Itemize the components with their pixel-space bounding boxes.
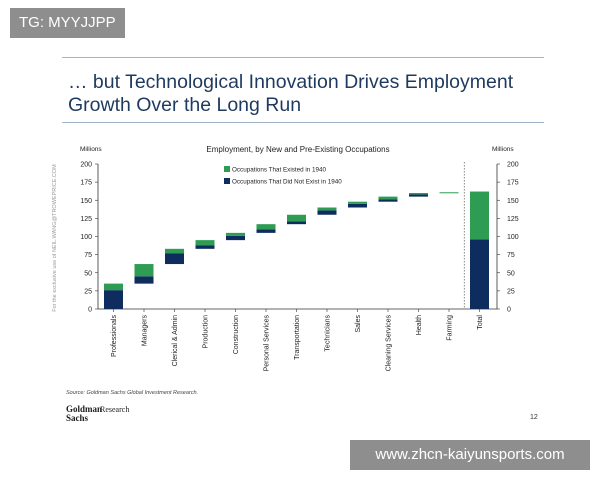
top-rule xyxy=(62,57,544,58)
bar-new-occupations xyxy=(104,290,123,309)
bar-new-occupations xyxy=(134,276,154,284)
bar-existing-occupations xyxy=(378,196,398,200)
x-tick-label: Professionals xyxy=(111,315,118,358)
bar-existing-occupations xyxy=(165,248,184,254)
bar-existing-occupations xyxy=(470,191,489,240)
chart-bars xyxy=(104,191,489,309)
bar-new-occupations xyxy=(378,199,398,202)
left-tick-label: 75 xyxy=(84,252,92,259)
right-tick-label: 200 xyxy=(507,162,519,169)
right-tick-label: 0 xyxy=(507,307,511,314)
left-axis-unit: Millions xyxy=(80,146,102,153)
watermark-banner: www.zhcn-kaiyunsports.com xyxy=(350,440,590,470)
page-number: 12 xyxy=(530,414,538,421)
right-tick-label: 150 xyxy=(507,198,519,205)
right-axis-unit: Millions xyxy=(492,146,514,153)
chart-legend: Occupations That Existed in 1940 Occupat… xyxy=(224,166,342,186)
source-note: Source: Goldman Sachs Global Investment … xyxy=(66,390,199,396)
tag-badge: TG: MYYJJPP xyxy=(10,8,125,38)
left-tick-label: 125 xyxy=(80,216,92,223)
right-tick-label: 75 xyxy=(507,252,515,259)
left-tick-label: 0 xyxy=(88,307,92,314)
bar-existing-occupations xyxy=(317,207,337,211)
bar-new-occupations xyxy=(226,235,245,241)
x-tick-label: Cleaning Services xyxy=(386,315,393,372)
bar-existing-occupations xyxy=(104,283,123,291)
logo-sachs: Sachs xyxy=(66,413,89,423)
bar-existing-occupations xyxy=(287,214,306,222)
bar-existing-occupations xyxy=(348,201,367,204)
left-tick-label: 150 xyxy=(80,198,92,205)
x-tick-label: Construction xyxy=(233,315,240,354)
bar-new-occupations xyxy=(287,221,306,225)
goldman-sachs-logo: Goldman Sachs Research xyxy=(66,404,129,423)
logo-goldman: Goldman xyxy=(66,404,103,414)
x-tick-label: Technicians xyxy=(325,315,332,352)
logo-research: Research xyxy=(100,405,130,414)
left-tick-label: 200 xyxy=(80,162,92,169)
x-tick-label: Health xyxy=(416,315,423,335)
bar-new-occupations xyxy=(256,229,276,233)
title-rule xyxy=(62,122,544,123)
bar-existing-occupations xyxy=(134,264,154,277)
chart-title: Employment, by New and Pre-Existing Occu… xyxy=(206,145,389,154)
left-tick-label: 50 xyxy=(84,270,92,277)
x-tick-label: Personal Services xyxy=(264,315,271,372)
bar-new-occupations xyxy=(470,239,489,309)
right-tick-label: 125 xyxy=(507,216,519,223)
left-tick-label: 175 xyxy=(80,180,92,187)
chart-axes: 0 0 25 25 50 50 75 75 100 100 125 125 150 150 175 175 20… xyxy=(80,162,518,314)
bar-new-occupations xyxy=(409,194,428,197)
legend-swatch-existed xyxy=(224,166,230,172)
x-tick-label: Production xyxy=(203,315,210,349)
legend-swatch-new xyxy=(224,178,230,184)
right-tick-label: 25 xyxy=(507,288,515,295)
right-tick-label: 50 xyxy=(507,270,515,277)
bar-new-occupations xyxy=(348,203,367,208)
bar-existing-occupations xyxy=(409,193,428,195)
x-tick-label: Clerical & Admin xyxy=(172,315,179,366)
x-tick-label: Sales xyxy=(355,315,362,333)
right-tick-label: 100 xyxy=(507,234,519,241)
x-tick-label: Total xyxy=(477,315,484,330)
bar-existing-occupations xyxy=(256,224,276,230)
bar-existing-occupations xyxy=(195,240,215,246)
legend-label-existed: Occupations That Existed in 1940 xyxy=(232,167,327,174)
bar-existing-occupations xyxy=(439,192,459,194)
x-tick-label: Transportation xyxy=(294,315,301,360)
page-title: … but Technological Innovation Drives Em… xyxy=(68,71,514,116)
bar-new-occupations xyxy=(195,245,215,249)
left-tick-label: 100 xyxy=(80,234,92,241)
x-tick-label: Managers xyxy=(142,315,149,347)
x-tick-label: Farming xyxy=(447,315,454,341)
right-tick-label: 175 xyxy=(507,180,519,187)
bar-new-occupations xyxy=(165,253,184,265)
legend-label-new: Occupations That Did Not Exist in 1940 xyxy=(232,179,342,186)
left-tick-label: 25 xyxy=(84,288,92,295)
chart-x-labels: Professionals Managers Clerical & Admin Pro… xyxy=(111,315,484,372)
bar-new-occupations xyxy=(317,210,337,215)
bar-existing-occupations xyxy=(226,232,245,236)
